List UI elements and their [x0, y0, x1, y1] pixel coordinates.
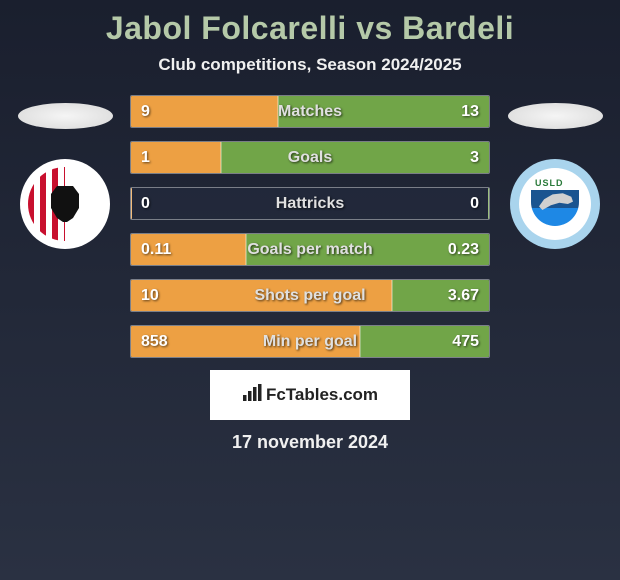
- stat-value-left: 0: [141, 195, 150, 213]
- stat-value-right: 0.23: [448, 241, 479, 259]
- attribution-badge: FcTables.com: [210, 370, 410, 420]
- stat-value-left: 10: [141, 287, 159, 305]
- stat-value-right: 3: [470, 149, 479, 167]
- stat-value-left: 1: [141, 149, 150, 167]
- stat-value-left: 0.11: [141, 241, 171, 259]
- subtitle: Club competitions, Season 2024/2025: [10, 55, 610, 75]
- stat-label: Goals per match: [247, 241, 372, 259]
- team-logo-right: USLD: [510, 159, 600, 249]
- bar-fill-left: [131, 188, 132, 219]
- name-placeholder-left: [18, 103, 113, 129]
- stat-bar: 0.11 0.23 Goals per match: [130, 233, 490, 266]
- stat-label: Hattricks: [276, 195, 344, 213]
- stat-label: Min per goal: [263, 333, 357, 351]
- chart-icon: [242, 384, 262, 407]
- stat-bar: 10 3.67 Shots per goal: [130, 279, 490, 312]
- stat-label: Matches: [278, 103, 342, 121]
- comparison-row: 913Matches13Goals00Hattricks0.110.23Goal…: [10, 95, 610, 358]
- attribution-text: FcTables.com: [266, 385, 378, 405]
- stat-value-right: 13: [461, 103, 479, 121]
- stat-label: Goals: [288, 149, 332, 167]
- name-placeholder-right: [508, 103, 603, 129]
- stat-value-right: 3.67: [448, 287, 479, 305]
- stat-value-left: 858: [141, 333, 168, 351]
- stat-value-right: 475: [452, 333, 479, 351]
- bar-fill-left: [131, 96, 278, 127]
- bar-fill-right: [488, 188, 489, 219]
- stat-value-left: 9: [141, 103, 150, 121]
- stat-bar: 0 0 Hattricks: [130, 187, 490, 220]
- date-label: 17 november 2024: [10, 432, 610, 453]
- stat-bar: 1 3 Goals: [130, 141, 490, 174]
- bar-fill-right: [221, 142, 490, 173]
- stat-label: Shots per goal: [254, 287, 365, 305]
- stat-bar: 858 475 Min per goal: [130, 325, 490, 358]
- page-title: Jabol Folcarelli vs Bardeli: [10, 10, 610, 47]
- right-team-col: USLD: [500, 95, 610, 249]
- team-logo-left: [20, 159, 110, 249]
- stat-bar: 9 13 Matches: [130, 95, 490, 128]
- stat-value-right: 0: [470, 195, 479, 213]
- stats-bars: 913Matches13Goals00Hattricks0.110.23Goal…: [130, 95, 490, 358]
- left-team-col: [10, 95, 120, 249]
